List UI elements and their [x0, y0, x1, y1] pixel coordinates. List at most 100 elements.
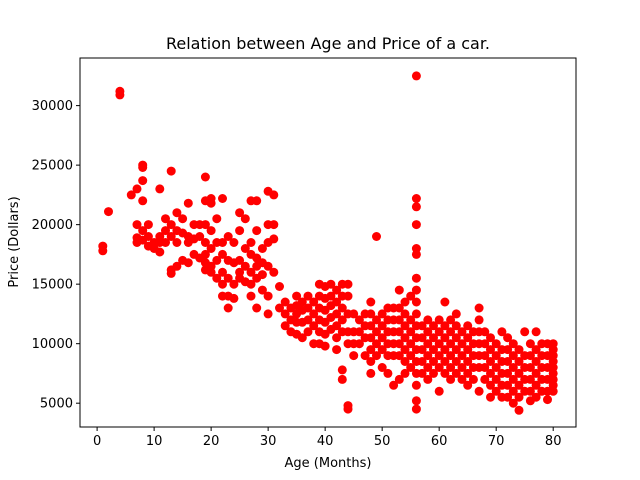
- data-point: [411, 249, 421, 259]
- data-point: [143, 220, 153, 230]
- data-point: [400, 333, 410, 343]
- data-point: [406, 351, 416, 361]
- data-point: [531, 345, 541, 355]
- data-point: [531, 368, 541, 378]
- data-point: [303, 327, 313, 337]
- data-point: [366, 321, 376, 331]
- data-point: [429, 368, 438, 378]
- data-point: [463, 380, 473, 390]
- data-point: [343, 401, 353, 411]
- data-point: [486, 380, 495, 390]
- data-point: [543, 395, 552, 405]
- data-point: [474, 386, 484, 396]
- data-point: [246, 238, 256, 247]
- data-point: [195, 232, 205, 241]
- data-point: [480, 363, 490, 372]
- data-point: [383, 368, 393, 378]
- data-point: [440, 345, 450, 355]
- data-point: [514, 357, 524, 366]
- data-point: [531, 357, 541, 366]
- data-point: [514, 368, 524, 378]
- data-point: [440, 357, 450, 366]
- data-point: [411, 309, 421, 319]
- data-point: [183, 258, 193, 268]
- data-point: [206, 226, 216, 236]
- data-point: [218, 267, 227, 277]
- data-point: [178, 214, 188, 224]
- x-tick-label: 10: [146, 434, 163, 449]
- data-point: [400, 345, 410, 355]
- data-point: [138, 176, 148, 186]
- data-point: [349, 351, 359, 361]
- data-point: [297, 297, 307, 307]
- data-point: [491, 374, 501, 384]
- data-point: [411, 380, 421, 390]
- data-point: [463, 345, 473, 355]
- data-point: [354, 315, 364, 325]
- x-tick-label: 20: [203, 434, 220, 449]
- data-point: [468, 374, 478, 384]
- data-point: [280, 297, 290, 307]
- data-point: [411, 297, 421, 307]
- data-point: [257, 285, 267, 295]
- data-point: [332, 345, 342, 355]
- data-point: [263, 291, 273, 301]
- data-point: [451, 321, 461, 331]
- data-point: [531, 380, 541, 390]
- data-point: [503, 380, 513, 390]
- y-axis: 5000 10000 15000 20000 25000 30000: [32, 99, 80, 412]
- data-point: [508, 363, 518, 372]
- data-point: [332, 285, 342, 295]
- data-point: [372, 315, 381, 325]
- data-point: [400, 357, 410, 366]
- data-point: [200, 249, 210, 259]
- data-point: [343, 279, 353, 289]
- data-point: [377, 321, 387, 331]
- data-point: [486, 392, 495, 402]
- data-point: [332, 309, 342, 319]
- data-point: [115, 90, 125, 100]
- data-point: [172, 238, 182, 247]
- y-tick-label: 5000: [40, 397, 73, 412]
- data-point: [434, 315, 444, 325]
- data-point: [417, 321, 427, 331]
- data-point: [503, 333, 513, 343]
- data-point: [457, 339, 467, 349]
- data-point: [223, 232, 233, 241]
- data-point: [372, 351, 381, 361]
- data-point: [525, 363, 535, 372]
- data-point: [275, 282, 284, 291]
- data-point: [474, 315, 484, 325]
- data-point: [411, 273, 421, 283]
- data-point: [486, 357, 495, 366]
- data-point: [280, 321, 290, 331]
- data-point: [337, 303, 347, 313]
- data-point: [166, 166, 176, 176]
- data-point: [503, 392, 513, 402]
- data-point: [394, 315, 404, 325]
- data-point: [423, 315, 433, 325]
- data-point: [429, 357, 438, 366]
- data-point: [138, 196, 148, 206]
- data-point: [366, 297, 376, 307]
- data-point: [389, 380, 399, 390]
- data-point: [451, 345, 461, 355]
- data-point: [451, 357, 461, 366]
- data-point: [337, 365, 347, 375]
- data-point: [446, 351, 456, 361]
- data-point: [297, 333, 307, 343]
- points-layer: [98, 71, 558, 415]
- data-point: [212, 214, 222, 224]
- data-point: [132, 184, 142, 194]
- data-point: [440, 321, 450, 331]
- data-point: [503, 345, 513, 355]
- y-tick-label: 15000: [32, 278, 73, 293]
- data-point: [332, 333, 342, 343]
- data-point: [394, 339, 404, 349]
- data-point: [457, 374, 467, 384]
- data-point: [451, 368, 461, 378]
- data-point: [411, 194, 421, 203]
- data-point: [332, 321, 342, 331]
- data-point: [423, 374, 433, 384]
- data-point: [240, 244, 250, 253]
